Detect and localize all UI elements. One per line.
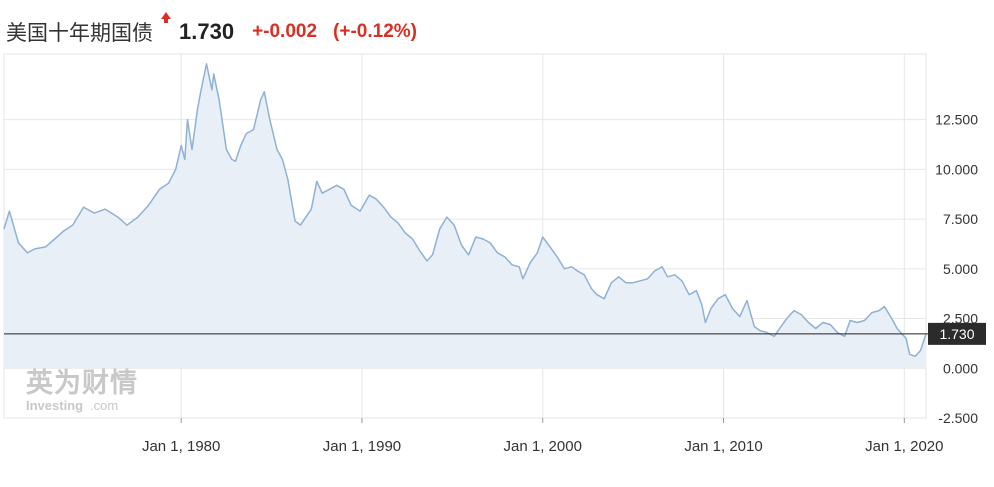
x-tick-label: Jan 1, 1980 [142, 438, 220, 455]
x-tick-label: Jan 1, 2020 [865, 438, 943, 455]
current-price-label-bg [928, 322, 986, 345]
price-down-arrow-icon [161, 12, 171, 23]
last-price: 1.730 [179, 19, 235, 44]
x-tick-label: Jan 1, 1990 [323, 438, 401, 455]
y-tick-label: -2.500 [938, 410, 978, 426]
y-tick-label: 10.000 [935, 161, 978, 177]
watermark-brand-en: Investing [26, 398, 83, 413]
y-tick-label: 2.500 [943, 311, 978, 327]
chart-svg[interactable]: -2.500 0.000 2.500 5.000 7.500 10.000 12.500 Ja… [0, 52, 994, 482]
watermark-brand-suffix: .com [90, 398, 118, 413]
instrument-title: 美国十年期国债 [6, 22, 153, 45]
y-tick-label: 5.000 [943, 261, 978, 277]
current-price-label: 1.730 [939, 326, 974, 342]
series-line[interactable] [3, 63, 927, 358]
price-change-percent: (+-0.12%) [333, 21, 417, 42]
x-tick-label: Jan 1, 2000 [504, 438, 582, 455]
series-area [4, 63, 926, 369]
y-tick-label: 7.500 [943, 211, 978, 227]
price-change: +-0.002 [252, 21, 318, 42]
y-tick-label: 12.500 [935, 112, 978, 128]
watermark-brand-cn: 英为财情 [26, 368, 138, 398]
price-chart[interactable]: -2.500 0.000 2.500 5.000 7.500 10.000 12.500 Ja… [0, 52, 994, 482]
quote-header: 美国十年期国债 1.730 +-0.002 (+-0.12%) [6, 12, 417, 50]
y-tick-label: 0.000 [943, 360, 978, 376]
x-tick-label: Jan 1, 2010 [684, 438, 762, 455]
